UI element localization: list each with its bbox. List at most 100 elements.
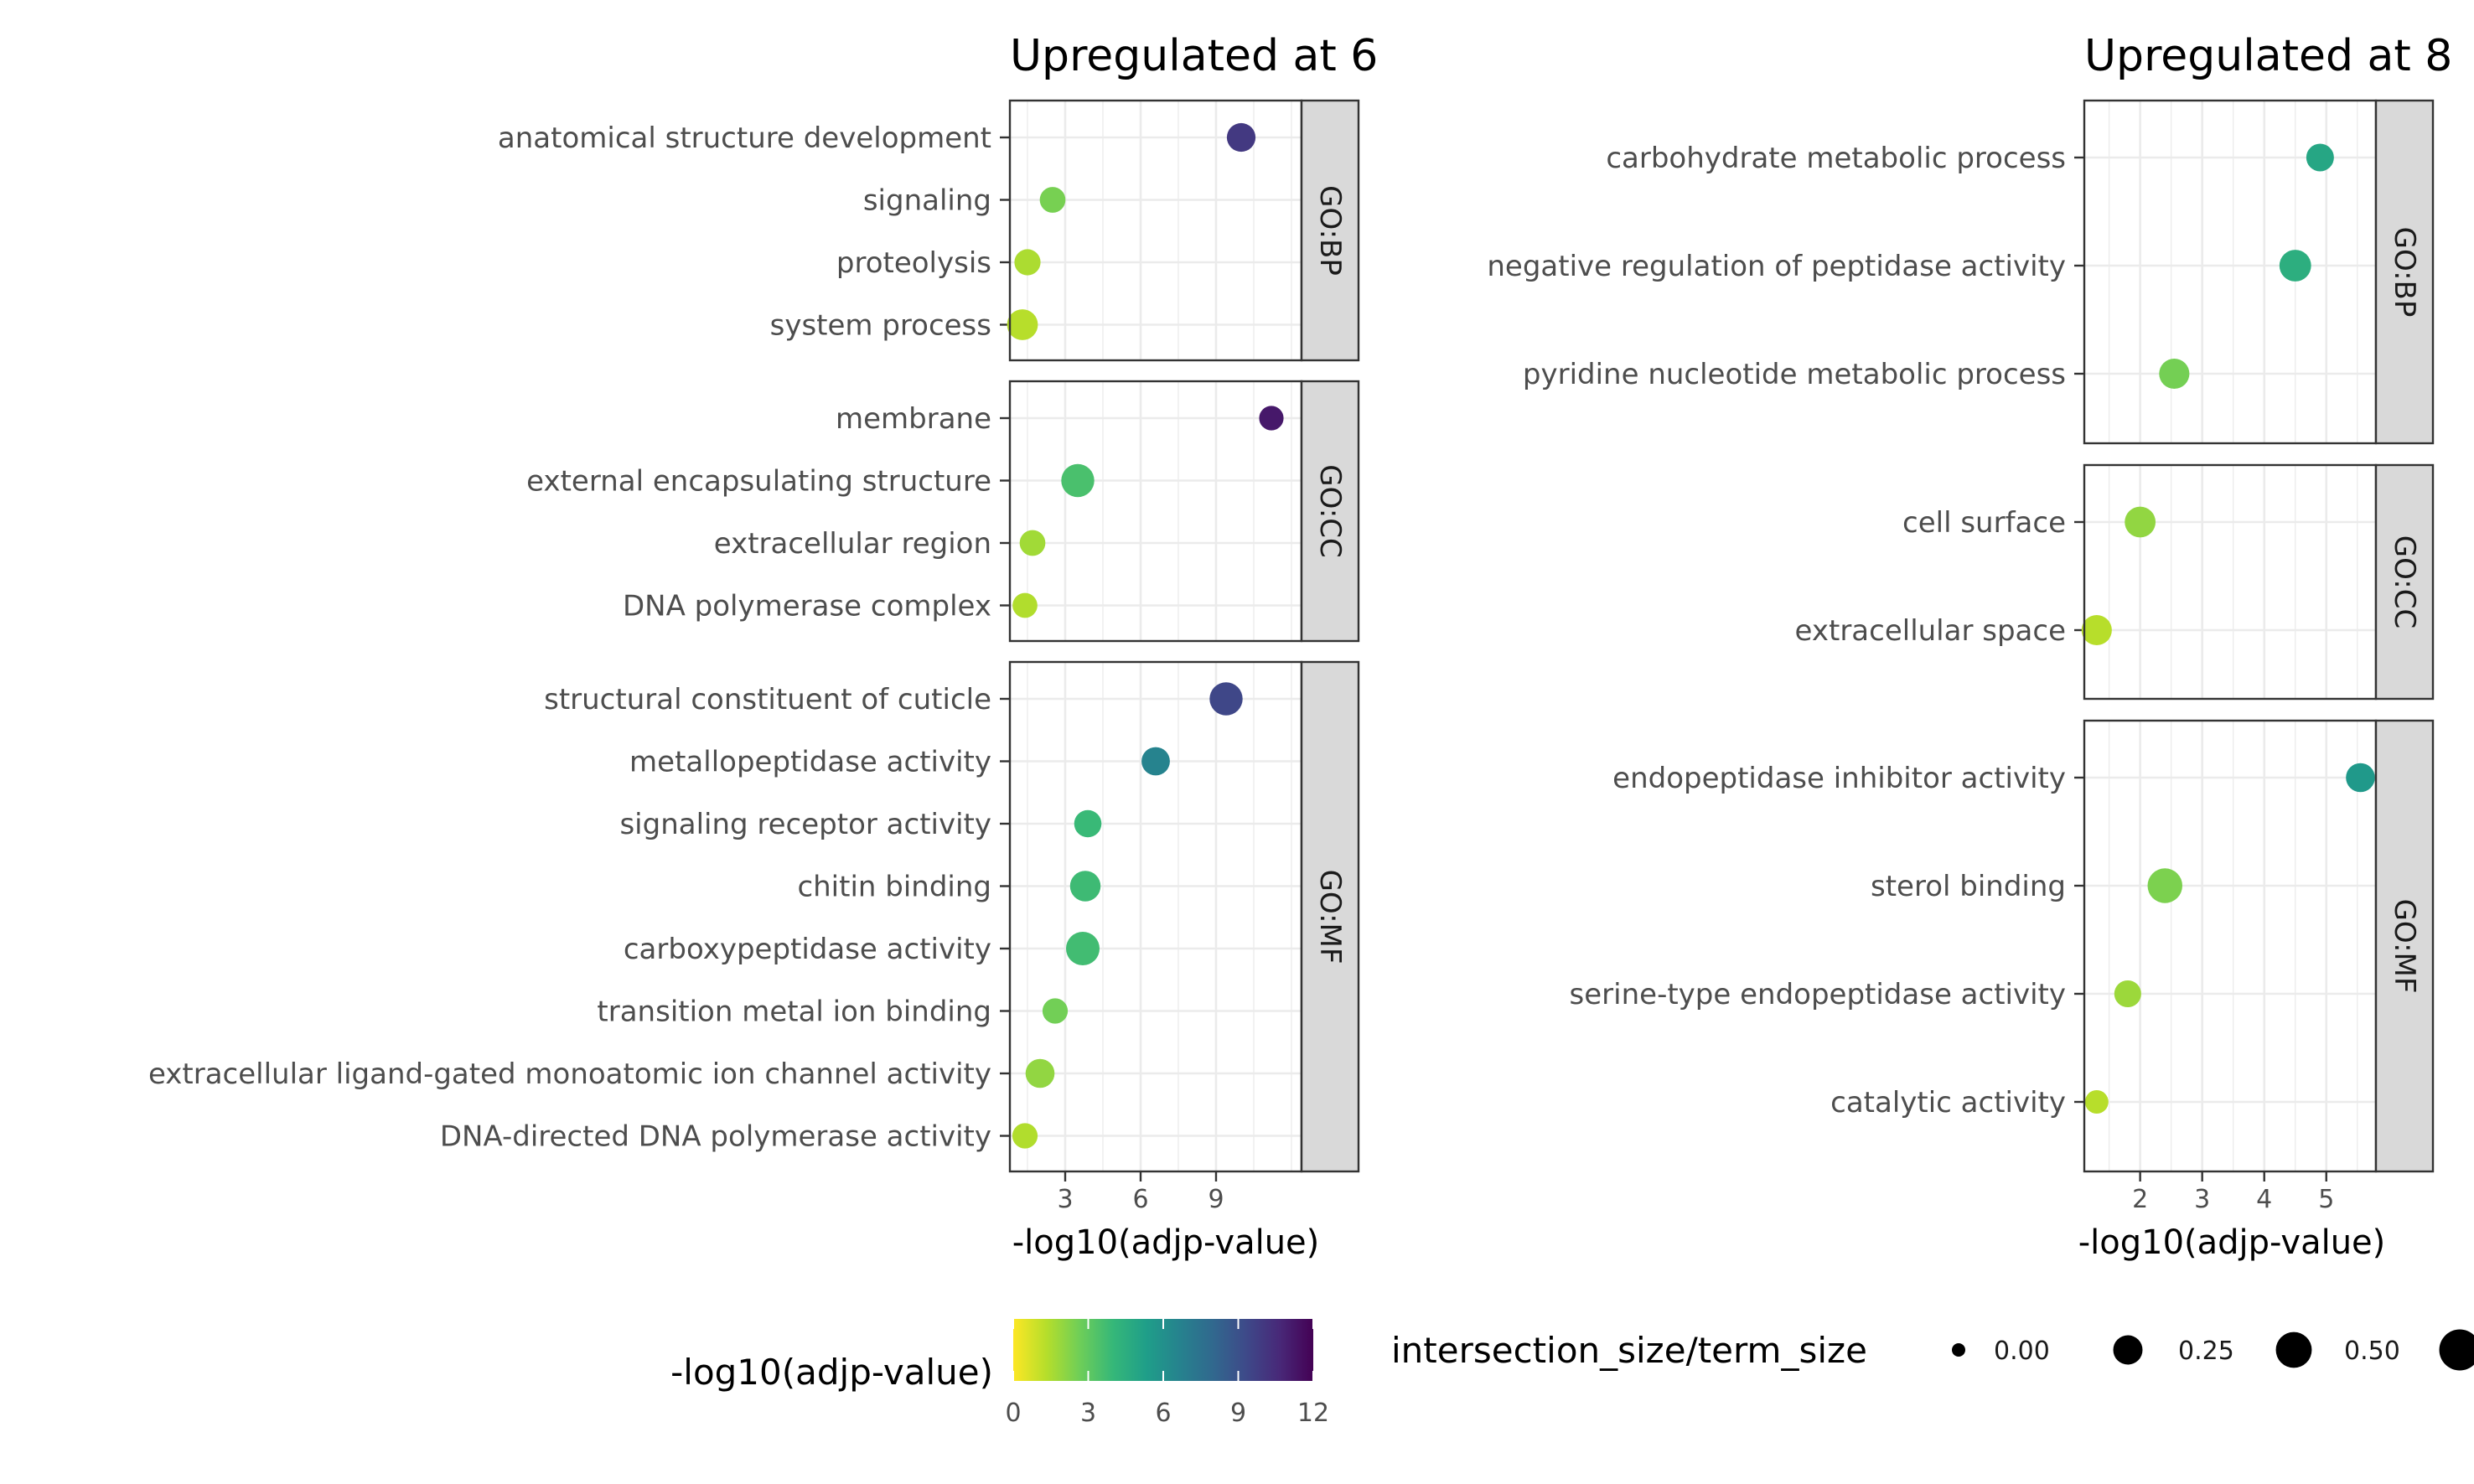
chart-title: Upregulated at 8 (2084, 31, 2452, 81)
facet-strip-label: GO:BP (1313, 185, 1347, 276)
facet-go-cc: cell surface extracellular space GO:CC (1795, 463, 2435, 701)
y-tick-label: extracellular region (714, 527, 991, 561)
x-tick-label: 2 (2132, 1185, 2148, 1214)
y-tick-label: pyridine nucleotide metabolic process (1523, 358, 2066, 391)
colorbar-tick-label: 12 (1297, 1399, 1329, 1428)
facet-strip (2374, 99, 2435, 445)
facet-strip (1300, 380, 1360, 643)
panel-background (1010, 662, 1302, 1171)
data-point (1019, 530, 1046, 556)
y-tick-label: extracellular ligand-gated monoatomic io… (148, 1057, 991, 1091)
y-tick-label: catalytic activity (1830, 1086, 2066, 1119)
y-tick-label: external encapsulating structure (526, 465, 991, 499)
facet-strip (2374, 719, 2435, 1173)
data-point (1065, 931, 1100, 966)
color-legend-title: -log10(adjp-value) (670, 1352, 993, 1393)
data-point (1014, 249, 1041, 276)
y-tick-label: extracellular space (1795, 614, 2066, 648)
facet-strip (1300, 660, 1360, 1173)
y-tick-label: signaling receptor activity (619, 808, 991, 841)
y-tick-label: signaling (863, 184, 991, 218)
size-legend-key (2275, 1331, 2312, 1368)
facet-strip-label: GO:MF (2388, 899, 2421, 994)
y-tick-label: cell surface (1902, 506, 2066, 540)
data-point (2306, 143, 2334, 172)
size-legend-label: 0.00 (1994, 1337, 2050, 1366)
data-point (2346, 763, 2375, 793)
colorbar-tick-label: 6 (1155, 1399, 1171, 1428)
data-point (1074, 809, 1102, 838)
data-point (1226, 122, 1256, 153)
x-tick-label: 4 (2256, 1185, 2272, 1214)
x-tick-label: 3 (2194, 1185, 2210, 1214)
data-point (1025, 1058, 1055, 1088)
panel-background (2084, 721, 2376, 1171)
y-tick-label: carboxypeptidase activity (624, 933, 991, 966)
y-tick-label: DNA-directed DNA polymerase activity (440, 1120, 991, 1154)
data-point (2147, 868, 2183, 903)
data-point (2084, 1089, 2109, 1114)
x-tick-label: 5 (2318, 1185, 2334, 1214)
y-tick-label: DNA polymerase complex (623, 590, 991, 623)
colorbar-tick-label: 3 (1080, 1399, 1096, 1428)
panel-background (1010, 101, 1302, 360)
chart-2: Upregulated at 8 carbohydrate metabolic p… (1487, 31, 2452, 1262)
facet-go-mf: endopeptidase inhibitor activity sterol b… (1570, 719, 2435, 1173)
color-legend-bar (1013, 1319, 1313, 1381)
data-point (1209, 682, 1243, 716)
data-point (2279, 250, 2311, 282)
chart-1: Upregulated at 6 anatomical structure dev… (148, 31, 1378, 1262)
facet-strip-label: GO:CC (1313, 464, 1347, 557)
x-tick-label: 6 (1132, 1185, 1148, 1214)
panel-background (1010, 381, 1302, 641)
x-tick-label: 9 (1208, 1185, 1224, 1214)
facet-strip-label: GO:CC (2388, 535, 2421, 628)
y-tick-label: system process (770, 309, 991, 343)
y-tick-label: membrane (836, 402, 991, 436)
data-point (2159, 358, 2190, 390)
y-tick-label: negative regulation of peptidase activit… (1487, 250, 2066, 283)
chart-title: Upregulated at 6 (1010, 31, 1378, 81)
y-tick-label: carbohydrate metabolic process (1606, 142, 2066, 175)
colorbar-tick-label: 0 (1005, 1399, 1021, 1428)
data-point (2081, 614, 2112, 646)
y-tick-label: proteolysis (836, 246, 991, 280)
y-tick-label: serine-type endopeptidase activity (1570, 978, 2066, 1011)
data-point (1061, 463, 1095, 498)
data-point (1259, 406, 1284, 431)
data-point (1141, 747, 1170, 776)
y-tick-label: transition metal ion binding (597, 995, 991, 1029)
data-point (1069, 871, 1101, 902)
y-tick-label: chitin binding (797, 871, 991, 904)
y-tick-label: anatomical structure development (498, 122, 991, 155)
data-point (1007, 309, 1038, 340)
size-legend-title: intersection_size/term_size (1391, 1330, 1867, 1371)
data-point (1012, 592, 1038, 618)
facet-strip (2374, 463, 2435, 701)
size-legend-key (2113, 1335, 2143, 1365)
y-tick-label: endopeptidase inhibitor activity (1612, 762, 2066, 795)
panel-background (2084, 465, 2376, 699)
facet-go-cc: membrane external encapsulating structure… (526, 380, 1360, 643)
data-point (1039, 187, 1066, 213)
x-axis-title: -log10(adjp-value) (1012, 1223, 1320, 1262)
size-legend-key (2439, 1329, 2474, 1371)
data-point (2114, 980, 2141, 1008)
legend: -log10(adjp-value) 0 3 6 9 12 intersection_s… (670, 1319, 2474, 1428)
y-tick-label: sterol binding (1871, 870, 2066, 903)
facet-go-bp: carbohydrate metabolic process negative r… (1487, 99, 2435, 445)
data-point (2125, 506, 2156, 538)
facet-strip (1300, 99, 1360, 362)
colorbar-tick-label: 9 (1230, 1399, 1246, 1428)
size-legend-label: 0.50 (2344, 1337, 2400, 1366)
y-tick-label: structural constituent of cuticle (544, 683, 991, 716)
data-point (1042, 998, 1069, 1024)
facet-strip-label: GO:BP (2388, 227, 2421, 318)
facet-go-mf: structural constituent of cuticle metallo… (148, 660, 1360, 1173)
facet-go-bp: anatomical structure development signalin… (498, 99, 1360, 362)
x-tick-label: 3 (1057, 1185, 1073, 1214)
size-legend-label: 0.25 (2178, 1337, 2234, 1366)
data-point (1012, 1123, 1038, 1149)
y-tick-label: metallopeptidase activity (629, 746, 991, 779)
